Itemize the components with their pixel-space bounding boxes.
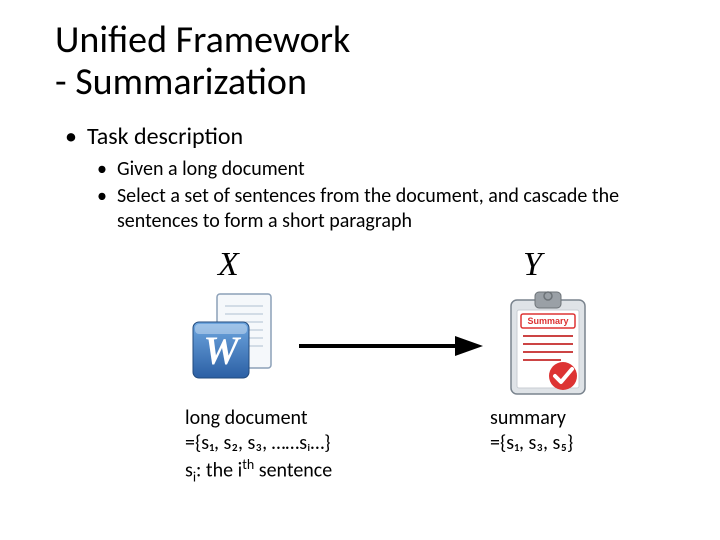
l3-mid: : the i	[196, 458, 242, 482]
right-caption-line-1: summary	[490, 406, 573, 431]
left-caption-line-1: long document	[185, 406, 332, 431]
arrow-icon	[297, 326, 487, 366]
right-caption: summary ={s₁, s₃, s₅}	[490, 406, 573, 456]
left-caption: long document ={s₁, s₂, s₃, ……sᵢ…} si: t…	[185, 406, 332, 486]
left-caption-line-2: ={s₁, s₂, s₃, ……sᵢ…}	[185, 431, 332, 456]
diagram-area: X Y W	[105, 246, 705, 506]
title-line-1: Unified Framework	[55, 17, 350, 63]
bullet-task-description: Task description	[65, 122, 665, 151]
slide-root: Unified Framework - Summarization Task d…	[0, 0, 720, 526]
variable-x-label: X	[218, 246, 239, 284]
bullet-given-doc: Given a long document	[97, 157, 665, 182]
right-caption-line-2: ={s₁, s₃, s₅}	[490, 431, 573, 456]
svg-text:Summary: Summary	[527, 316, 568, 326]
variable-y-label: Y	[523, 246, 542, 284]
l3-sup: th	[242, 456, 254, 473]
l3-suffix: sentence	[254, 458, 332, 482]
bullet-text: Given a long document	[117, 157, 305, 182]
title-line-2: - Summarization	[55, 59, 307, 105]
bullet-text: Select a set of sentences from the docum…	[117, 184, 665, 234]
svg-text:W: W	[203, 328, 241, 373]
bullet-text: Task description	[87, 122, 243, 151]
slide-title: Unified Framework - Summarization	[55, 20, 665, 104]
bullet-select-sentences: Select a set of sentences from the docum…	[97, 184, 665, 234]
word-document-icon: W	[187, 290, 283, 394]
l3-prefix: s	[185, 458, 193, 482]
left-caption-line-3: si: the ith sentence	[185, 456, 332, 486]
clipboard-summary-icon: Summary	[503, 290, 593, 400]
